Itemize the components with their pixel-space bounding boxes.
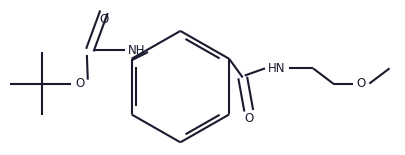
Text: O: O — [99, 13, 109, 26]
Text: HN: HN — [268, 62, 286, 75]
Text: NH: NH — [128, 44, 145, 57]
Text: O: O — [357, 77, 366, 90]
Text: O: O — [75, 77, 85, 90]
Text: O: O — [244, 112, 254, 125]
